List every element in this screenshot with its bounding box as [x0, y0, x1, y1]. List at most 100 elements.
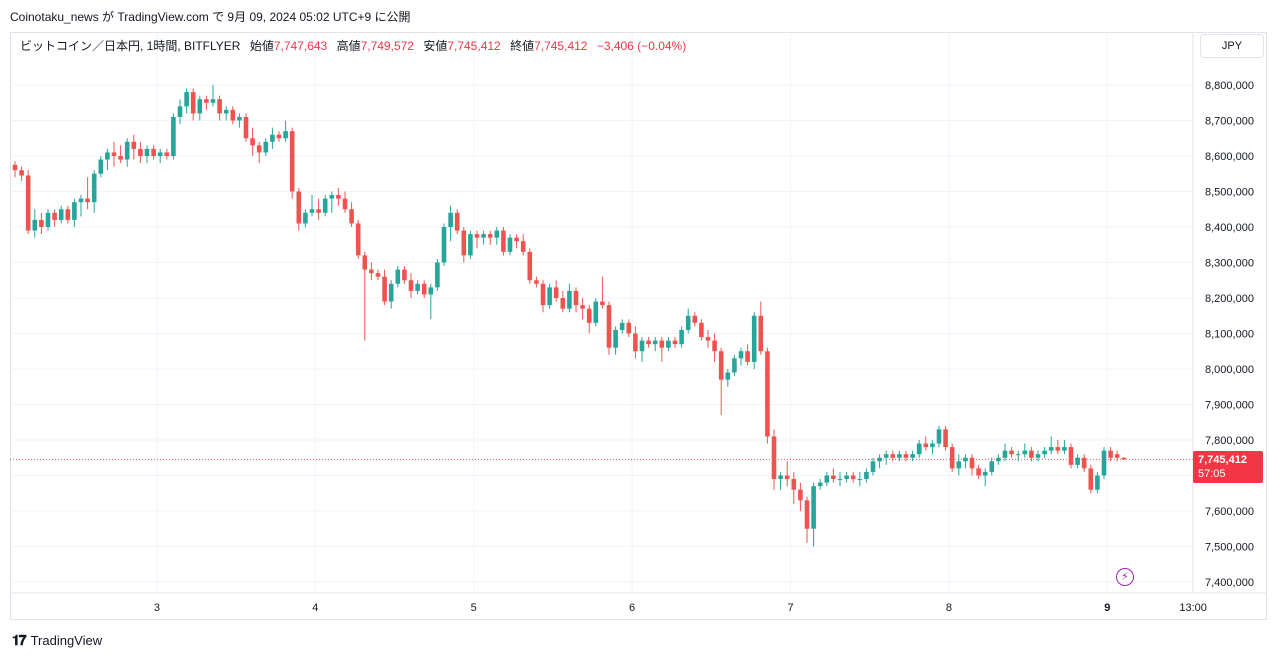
candle [626, 319, 632, 338]
candle [811, 482, 816, 547]
candle [936, 425, 942, 448]
candle [547, 283, 552, 309]
candle [223, 106, 229, 121]
candle-body [263, 141, 269, 153]
candle-body [454, 212, 460, 231]
candle-body [943, 429, 948, 448]
candle [85, 177, 90, 210]
candle [824, 471, 830, 487]
candle [32, 209, 38, 238]
candle [712, 333, 717, 362]
candle [283, 120, 288, 142]
candle-body [461, 230, 467, 256]
candle-body [969, 457, 975, 469]
candle-body [844, 475, 849, 480]
candle [45, 209, 51, 231]
candle-body [435, 262, 440, 288]
candle-body [883, 454, 889, 458]
candle-body [1075, 457, 1080, 465]
candle-body [78, 198, 84, 203]
candle-body [111, 152, 117, 156]
candles [12, 85, 1127, 547]
candle [98, 156, 104, 178]
candle [897, 450, 902, 462]
candle-body [580, 305, 585, 309]
candle-body [250, 138, 255, 146]
legend-low-value: 7,745,412 [447, 39, 501, 53]
candle [586, 305, 592, 334]
candle [1121, 457, 1127, 460]
candle-body [811, 486, 816, 529]
legend-close-value: 7,745,412 [534, 39, 588, 53]
candle-body [474, 234, 480, 238]
candle [243, 113, 249, 142]
candle [144, 145, 150, 164]
candle [1095, 471, 1100, 494]
bar-countdown: 57:05 [1198, 468, 1226, 480]
tradingview-logo[interactable]: 𝟏𝟕 TradingView [12, 632, 102, 649]
tv-logo-icon: 𝟏𝟕 [12, 632, 27, 648]
candle [91, 170, 97, 213]
candle [573, 287, 579, 313]
candle-body [243, 116, 249, 139]
candle [527, 248, 533, 284]
legend-high-value: 7,749,572 [360, 39, 414, 53]
candle [943, 425, 948, 451]
candle-body [949, 447, 955, 469]
candle-body [956, 461, 962, 469]
candle [362, 251, 368, 341]
candle-body [501, 230, 506, 252]
candle [798, 482, 803, 511]
candle [1055, 440, 1061, 455]
candle-body [342, 198, 348, 210]
candle [903, 450, 909, 462]
candle [989, 457, 995, 476]
candle-body [12, 164, 18, 171]
candle-body [923, 443, 929, 448]
candle-body [1015, 454, 1021, 456]
candle-body [164, 152, 170, 156]
candle [784, 461, 790, 487]
candle [501, 227, 506, 256]
candle-body [718, 351, 724, 380]
candle [111, 141, 117, 167]
price-tick-label: 7,500,000 [1205, 542, 1254, 554]
candle [593, 298, 599, 327]
candle-body [395, 269, 401, 284]
candle [1042, 447, 1047, 458]
candle-body [745, 351, 750, 362]
candle [1048, 436, 1054, 455]
lightning-icon[interactable]: ⚡ [1116, 568, 1134, 586]
candle-body [817, 482, 823, 487]
candle [639, 337, 645, 362]
candle-body [256, 145, 262, 153]
price-tick-label: 8,200,000 [1205, 293, 1254, 305]
candle-body [1108, 450, 1113, 458]
candle [870, 457, 876, 476]
candle-body [118, 156, 123, 160]
candle-body [619, 322, 625, 330]
candle [1002, 443, 1008, 462]
candle [1035, 450, 1041, 462]
price-axis: 7,400,0007,500,0007,600,0007,700,0007,80… [1205, 80, 1254, 589]
candle-body [765, 351, 770, 437]
candle-body [19, 170, 24, 176]
candle [758, 301, 764, 355]
time-tick-label: 7 [787, 602, 793, 614]
candle-body [283, 131, 288, 139]
candle-body [864, 471, 869, 480]
candle [296, 187, 302, 231]
currency-button[interactable]: JPY [1200, 34, 1264, 58]
candle [461, 227, 467, 263]
candle-body [679, 329, 684, 345]
candle-body [692, 315, 698, 323]
candle-body [91, 173, 97, 203]
candle [494, 227, 500, 245]
price-tick-label: 8,700,000 [1205, 116, 1254, 128]
candle-body [824, 475, 830, 483]
candle [138, 141, 143, 164]
candle [996, 454, 1001, 465]
candle-body [105, 152, 110, 160]
candle-body [487, 234, 493, 238]
